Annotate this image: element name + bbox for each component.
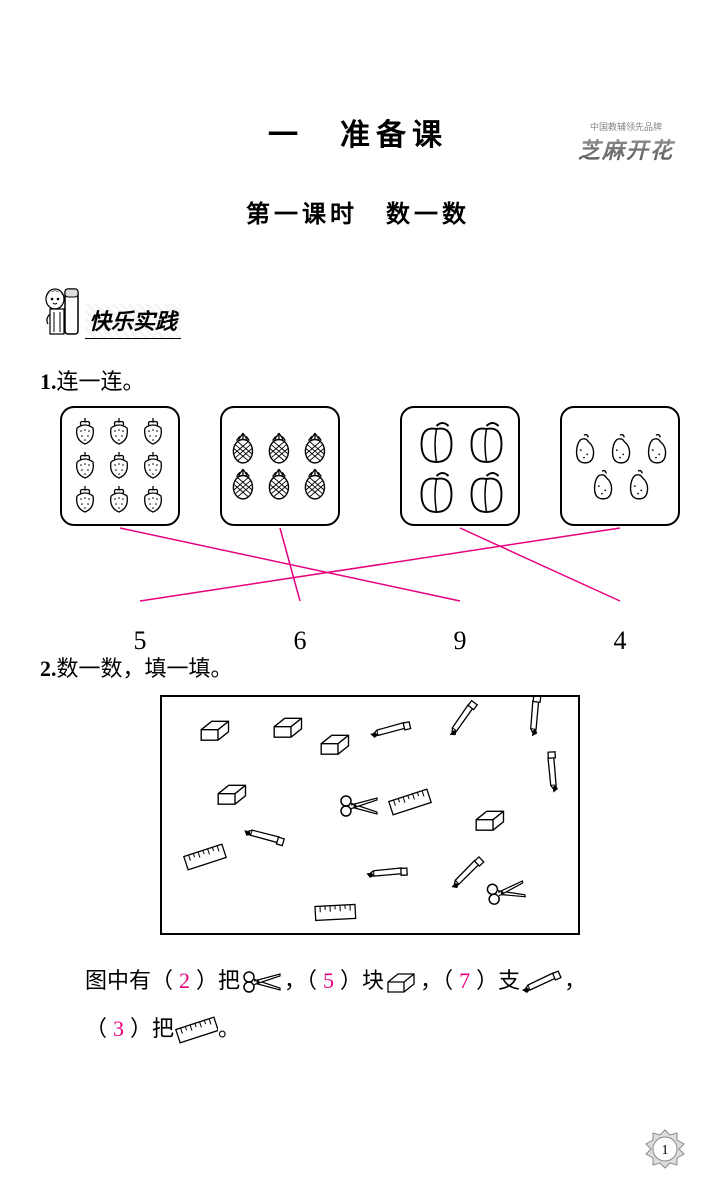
counting-box <box>160 695 580 935</box>
fruit-box-pineapple <box>220 406 340 526</box>
lesson-title: 第一课时 数一数 <box>0 194 716 229</box>
match-num-3: 4 <box>600 626 640 656</box>
scissors-icon <box>240 968 284 994</box>
girl-pencil-icon <box>40 284 80 339</box>
brand-block: 中国教辅领先品牌 芝麻开花 <box>566 120 686 165</box>
section-title: 快乐实践 <box>85 304 181 339</box>
fruit-box-peach <box>400 406 520 526</box>
q1-text: 连一连。 <box>57 369 145 394</box>
answer-2: 5 <box>317 957 340 1005</box>
answer-1: 2 <box>173 957 196 1005</box>
sep2: ，（ <box>420 957 453 1005</box>
q1-number: 1. <box>40 369 57 394</box>
q2-text: 数一数，填一填。 <box>57 656 233 681</box>
svg-text:1: 1 <box>662 1143 669 1158</box>
brand-logo: 芝麻开花 <box>566 133 686 165</box>
t1: ）把 <box>196 957 240 1005</box>
fruit-box-strawberry <box>60 406 180 526</box>
pencil-icon <box>520 968 564 994</box>
answer-4: 3 <box>107 1005 130 1053</box>
match-num-2: 9 <box>440 626 480 656</box>
t4: ）把 <box>130 1005 174 1053</box>
sep1: ，（ <box>284 957 317 1005</box>
t2: ）块 <box>340 957 384 1005</box>
ruler-icon <box>174 1015 218 1045</box>
fruit-box-pear <box>560 406 680 526</box>
section-header: 快乐实践 <box>40 284 716 339</box>
prefix: 图中有（ <box>85 957 173 1005</box>
objects-scene <box>162 697 582 937</box>
matching-area: 5 6 9 4 <box>50 406 686 626</box>
page-number-badge: 1 <box>644 1128 686 1170</box>
question-1: 1.连一连。 <box>40 364 716 396</box>
answer-line: 图中有（ 2 ）把 ，（ 5 ）块 ，（ 7 ）支 ， （ 3 ）把 。 <box>85 957 716 1054</box>
match-num-0: 5 <box>120 626 160 656</box>
t3: ）支 <box>476 957 520 1005</box>
eraser-icon <box>384 968 420 994</box>
q2-number: 2. <box>40 656 57 681</box>
brand-tagline: 中国教辅领先品牌 <box>566 120 686 133</box>
end: 。 <box>218 1005 240 1053</box>
answer-3: 7 <box>453 957 476 1005</box>
match-num-1: 6 <box>280 626 320 656</box>
